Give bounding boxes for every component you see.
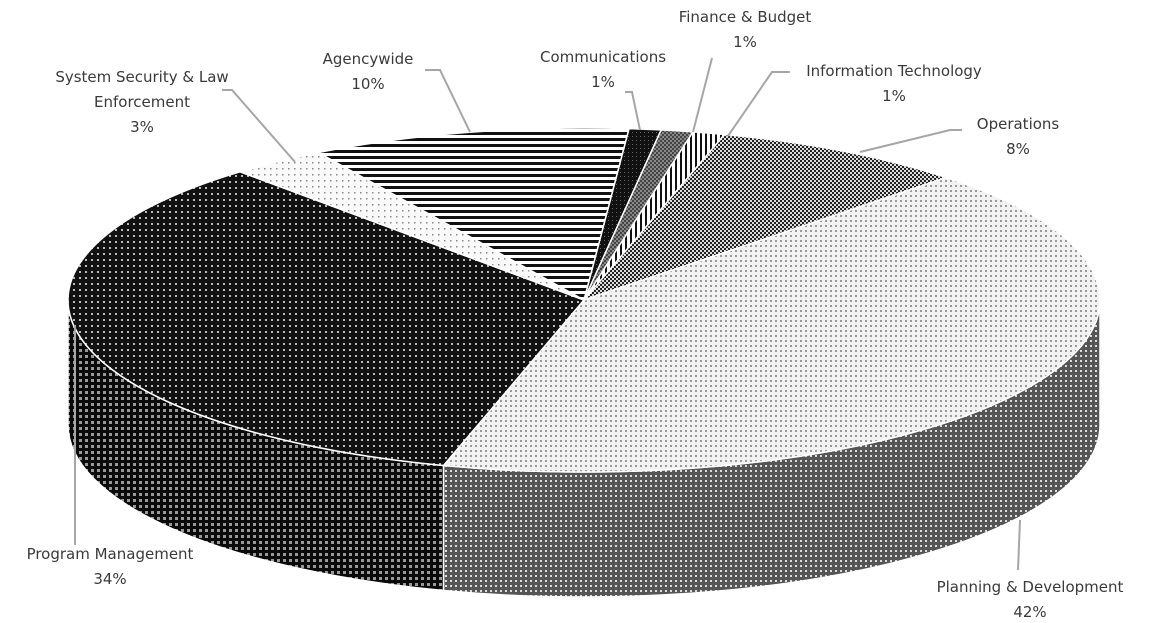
label-name: Operations [976,115,1060,133]
leader-line [625,91,641,131]
pie-slice [581,133,949,302]
label-name: Information Technology [806,62,982,80]
leader-line [1017,519,1021,571]
label-value: 1% [882,87,906,105]
label-value: 1% [733,33,757,51]
pie-slice [441,176,1101,473]
label-value: 10% [351,75,385,93]
slice-label: Program Management 34% [0,542,220,592]
label-name: Planning & Development [936,578,1124,596]
leader-line [425,69,471,133]
slice-label: Agencywide 10% [308,47,428,97]
leader-line [222,89,296,163]
label-value: 8% [1006,140,1030,158]
label-name: Communications [539,48,667,66]
pie-slice [316,127,630,302]
leader-line [727,71,790,137]
slice-label: Planning & Development 42% [910,575,1150,623]
leader-line [859,129,962,153]
slice-label: Information Technology 1% [774,59,1014,109]
slice-label: Communications 1% [513,45,693,95]
leader-line [692,57,713,133]
label-value: 3% [130,118,154,136]
label-name: Program Management [26,545,194,563]
label-value: 1% [591,73,615,91]
label-name: Finance & Budget [678,8,812,26]
label-value: 42% [1013,603,1047,621]
slice-label: System Security & Law Enforcement 3% [22,65,262,140]
pie-slice [67,170,586,467]
slice-label: Finance & Budget 1% [665,5,825,55]
label-name: Agencywide [322,50,414,68]
slice-label: Operations 8% [958,112,1078,162]
label-value: 34% [93,570,127,588]
label-name: System Security & Law Enforcement [55,68,229,111]
